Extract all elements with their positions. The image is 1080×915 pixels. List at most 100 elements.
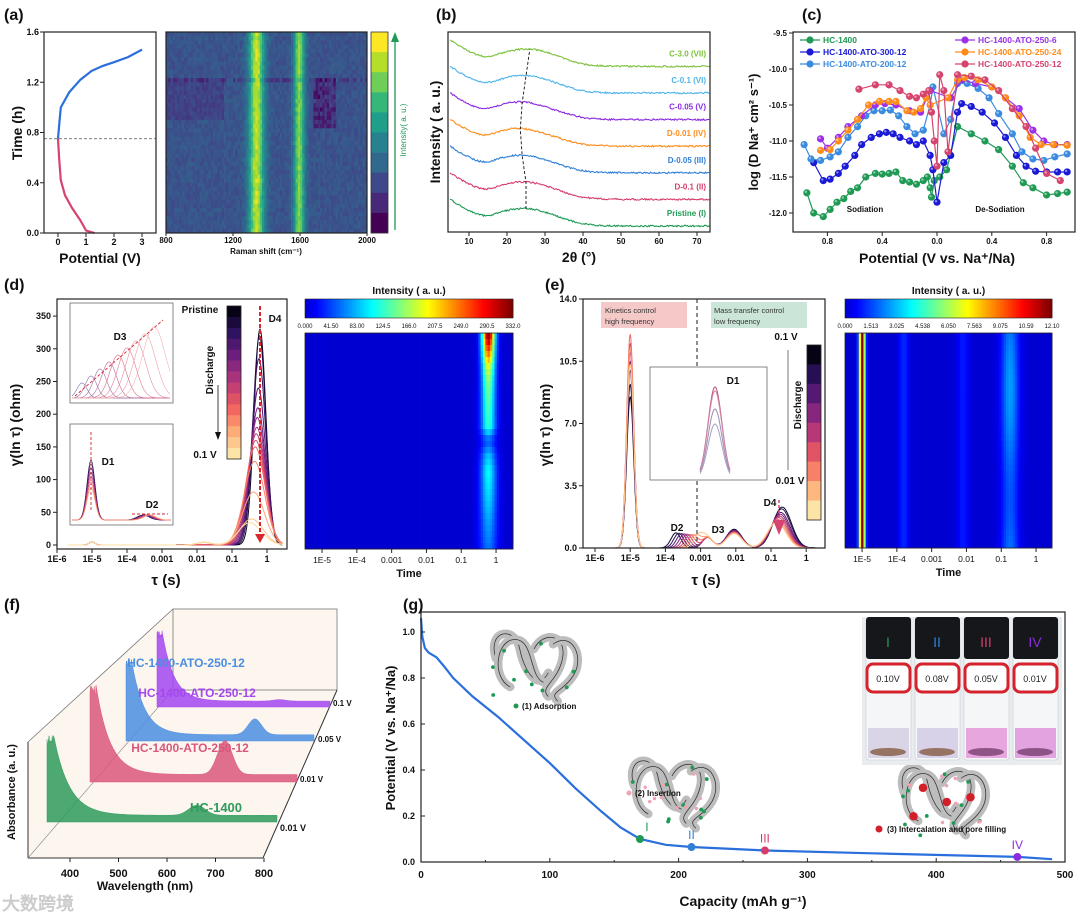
heatmap-cell (219, 140, 223, 146)
heatmap-cell (250, 124, 254, 129)
heatmap-cell (168, 103, 171, 108)
heatmap-cell (257, 73, 261, 79)
heatmap-cell (219, 119, 223, 125)
heatmap-cell (282, 220, 285, 225)
heatmap-cell (241, 132, 245, 138)
heatmap-cell (322, 166, 325, 171)
heatmap-cell (288, 157, 292, 163)
heatmap-cell (262, 48, 265, 54)
heatmap-cell (335, 40, 339, 45)
heatmap-cell (266, 145, 270, 150)
heatmap-cell (172, 40, 176, 45)
heatmap-cell (351, 186, 354, 192)
heatmap-cell (355, 166, 359, 171)
heatmap-cell (181, 145, 185, 150)
heatmap-cell (246, 82, 249, 87)
x-tick-label: 50 (617, 237, 626, 246)
heatmap-cell (250, 153, 254, 158)
heatmap-cell (255, 149, 258, 154)
heatmap-cell (324, 103, 328, 108)
heatmap-cell (253, 170, 256, 175)
heatmap-cell (271, 128, 274, 133)
heatmap-cell (210, 132, 214, 138)
heatmap-cell (181, 86, 185, 91)
heatmap-cell (322, 195, 325, 200)
heatmap-cell (271, 161, 274, 167)
heatmap-cell (244, 140, 247, 146)
heatmap-cell (168, 199, 171, 205)
heatmap-cell (273, 149, 276, 154)
heatmap-cell (244, 73, 247, 79)
heatmap-cell (284, 140, 287, 146)
heatmap-cell (311, 149, 314, 154)
heatmap-cell (295, 178, 299, 184)
heatmap-cell (340, 136, 343, 142)
heatmap-cell (179, 44, 182, 50)
heatmap-cell (168, 207, 171, 213)
heatmap-cell (282, 136, 285, 142)
heatmap-cell (288, 94, 292, 100)
heatmap-cell (259, 136, 263, 142)
heatmap-cell (342, 182, 345, 188)
heatmap-cell (212, 128, 216, 133)
heatmap-cell (248, 119, 252, 125)
heatmap-cell (340, 212, 343, 217)
heatmap-cell (268, 170, 272, 175)
point-highlight (975, 86, 979, 89)
heatmap-cell (248, 61, 252, 66)
heatmap-cell (326, 124, 330, 129)
heatmap-cell (364, 115, 368, 121)
heatmap-cell (172, 128, 176, 133)
point-highlight (945, 95, 949, 99)
heatmap-cell (235, 182, 238, 188)
heatmap-cell (344, 216, 348, 221)
heatmap-cell (192, 136, 196, 142)
heatmap-cell (253, 149, 256, 154)
heatmap-cell (264, 145, 267, 150)
heatmap-cell (353, 170, 357, 175)
heatmap-cell (360, 32, 363, 37)
heatmap-cell (279, 195, 283, 200)
heatmap-cell (358, 333, 361, 340)
heatmap-cell (275, 128, 278, 133)
heatmap-cell (282, 44, 285, 50)
heatmap-cell (215, 170, 218, 175)
heatmap-cell (168, 132, 171, 138)
heatmap-cell (349, 203, 352, 209)
heatmap-cell (331, 78, 334, 83)
heatmap-cell (195, 195, 198, 200)
heatmap-cell (268, 153, 272, 158)
heatmap-cell (264, 199, 267, 205)
heatmap-cell (271, 111, 274, 117)
heatmap-cell (237, 174, 241, 179)
heatmap-cell (183, 73, 187, 79)
heatmap-cell (311, 136, 314, 142)
heatmap-cell (266, 32, 270, 37)
heatmap-cell (351, 111, 354, 117)
heatmap-cell (293, 78, 296, 83)
heatmap-cell (195, 166, 198, 171)
heatmap-cell (362, 212, 366, 217)
heatmap-cell (304, 73, 308, 79)
heatmap-cell (259, 140, 263, 146)
heatmap-cell (186, 212, 189, 217)
heatmap-cell (300, 90, 303, 96)
heatmap-cell (300, 44, 303, 50)
heatmap-cell (288, 170, 292, 175)
heatmap-cell (183, 103, 187, 108)
heatmap-cell (271, 57, 274, 62)
heatmap-cell (181, 166, 185, 171)
heatmap-cell (266, 220, 270, 225)
heatmap-cell (192, 191, 196, 196)
inset-d1-d2 (69, 423, 174, 526)
heatmap-cell (208, 40, 211, 45)
heatmap-cell (239, 69, 243, 75)
heatmap-cell (349, 57, 352, 62)
heatmap-cell (208, 65, 211, 71)
heatmap-cell (268, 203, 272, 209)
heatmap-cell (302, 40, 305, 45)
heatmap-cell (284, 224, 287, 230)
heatmap-cell (257, 195, 261, 200)
heatmap-cell (291, 166, 294, 171)
heatmap-cell (259, 166, 263, 171)
